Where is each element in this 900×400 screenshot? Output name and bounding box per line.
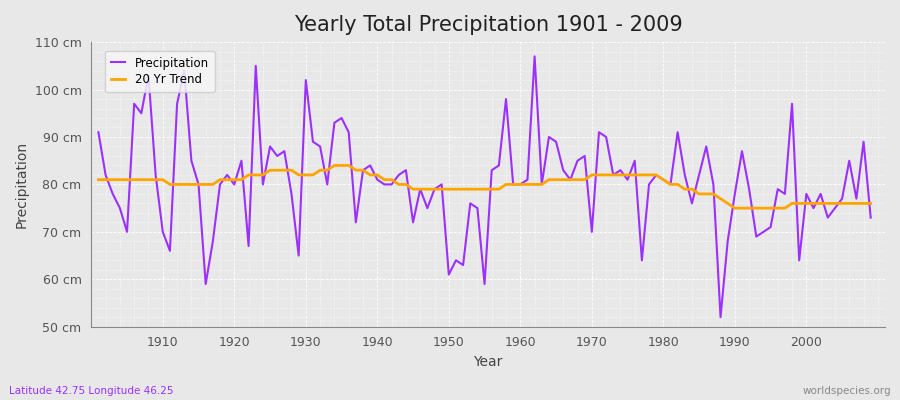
20 Yr Trend bbox=[522, 182, 533, 187]
Precipitation bbox=[150, 172, 161, 177]
Precipitation bbox=[608, 172, 618, 177]
20 Yr Trend bbox=[729, 206, 740, 210]
Y-axis label: Precipitation: Precipitation bbox=[15, 141, 29, 228]
Precipitation bbox=[515, 182, 526, 187]
X-axis label: Year: Year bbox=[473, 355, 503, 369]
20 Yr Trend bbox=[357, 168, 368, 172]
20 Yr Trend bbox=[329, 163, 340, 168]
Precipitation bbox=[529, 54, 540, 59]
Precipitation bbox=[865, 215, 876, 220]
20 Yr Trend bbox=[93, 177, 104, 182]
20 Yr Trend bbox=[515, 182, 526, 187]
Precipitation bbox=[93, 130, 104, 135]
20 Yr Trend bbox=[150, 177, 161, 182]
Line: 20 Yr Trend: 20 Yr Trend bbox=[98, 166, 870, 208]
Precipitation bbox=[716, 315, 726, 320]
20 Yr Trend bbox=[308, 172, 319, 177]
Precipitation bbox=[308, 139, 319, 144]
Precipitation bbox=[350, 220, 361, 225]
Line: Precipitation: Precipitation bbox=[98, 56, 870, 317]
Legend: Precipitation, 20 Yr Trend: Precipitation, 20 Yr Trend bbox=[105, 51, 215, 92]
Title: Yearly Total Precipitation 1901 - 2009: Yearly Total Precipitation 1901 - 2009 bbox=[293, 15, 682, 35]
Text: worldspecies.org: worldspecies.org bbox=[803, 386, 891, 396]
20 Yr Trend bbox=[608, 172, 618, 177]
20 Yr Trend bbox=[865, 201, 876, 206]
Text: Latitude 42.75 Longitude 46.25: Latitude 42.75 Longitude 46.25 bbox=[9, 386, 174, 396]
Precipitation bbox=[508, 182, 518, 187]
